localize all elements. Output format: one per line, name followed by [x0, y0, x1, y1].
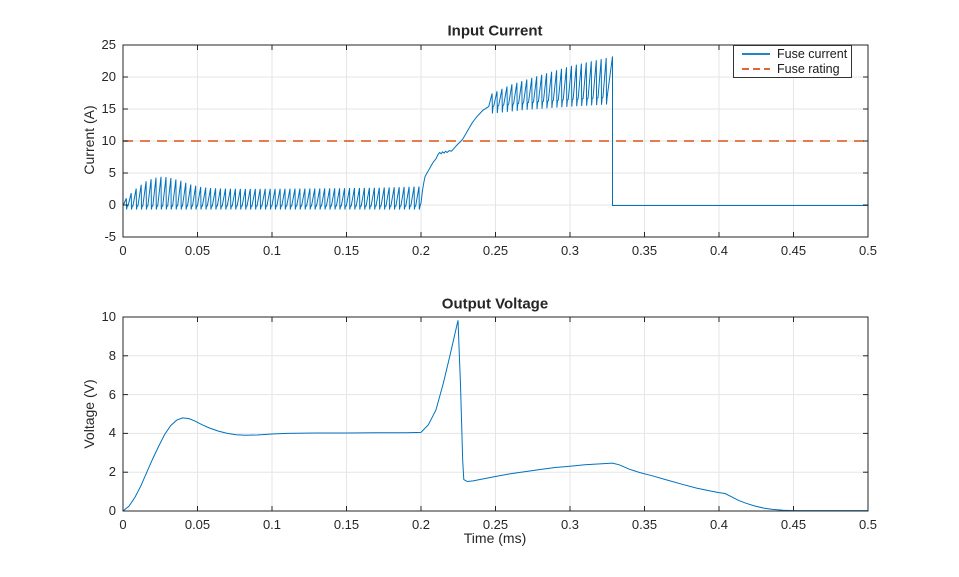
x-tick-label: 0: [119, 517, 127, 532]
x-tick-label: 0.2: [411, 243, 431, 258]
bottom-chart-xlabel: Time (ms): [463, 530, 527, 546]
x-tick-label: 0.2: [411, 517, 431, 532]
x-tick-label: 0.5: [858, 243, 878, 258]
chart-1-group: [122, 316, 869, 512]
y-tick-label: 0: [108, 503, 116, 518]
y-tick-label: 25: [101, 37, 116, 52]
y-tick-label: 0: [108, 197, 116, 212]
y-tick-label: 6: [108, 386, 116, 402]
legend-solid-line-icon: [742, 53, 770, 56]
legend-label-fuse-rating: Fuse rating: [777, 61, 840, 76]
y-tick-label: 20: [101, 69, 116, 84]
x-tick-label: 0.4: [709, 517, 729, 532]
x-tick-label: 0.4: [709, 243, 729, 258]
x-tick-label: 0.45: [780, 243, 807, 258]
x-tick-label: 0.1: [262, 243, 282, 258]
x-tick-label: 0.05: [184, 243, 211, 258]
x-tick-label: 0.3: [560, 243, 580, 258]
x-tick-label: 0.25: [482, 243, 509, 258]
x-tick-label: 0.05: [184, 517, 211, 532]
series-output-voltage: [122, 320, 868, 512]
x-tick-label: 0.35: [631, 243, 658, 258]
y-tick-label: 10: [101, 309, 116, 324]
y-tick-label: 8: [108, 347, 116, 363]
x-tick-label: 0.1: [262, 517, 282, 532]
x-tick-label: 0.45: [780, 517, 807, 532]
legend: Fuse current Fuse rating: [733, 45, 852, 78]
y-tick-label: 2: [108, 464, 116, 480]
x-tick-label: 0.25: [482, 517, 509, 532]
bottom-chart-title: Output Voltage: [441, 295, 549, 313]
legend-label-fuse-current: Fuse current: [777, 47, 848, 61]
y-tick-label: -5: [104, 229, 116, 244]
legend-entry-fuse-rating: Fuse rating: [741, 61, 851, 76]
x-tick-label: 0.5: [858, 517, 878, 532]
y-tick-label: 5: [108, 165, 116, 180]
x-tick-label: 0.15: [333, 243, 360, 258]
x-tick-label: 0: [119, 243, 127, 258]
x-tick-label: 0.3: [560, 517, 580, 532]
x-tick-label: 0.15: [333, 517, 360, 532]
y-tick-label: 4: [108, 425, 116, 441]
legend-dashed-line-icon: [742, 67, 770, 70]
y-tick-label: 10: [101, 133, 116, 148]
y-tick-label: 15: [101, 101, 116, 116]
x-tick-label: 0.35: [631, 517, 658, 532]
series-fuse-current: [122, 56, 868, 210]
legend-entry-fuse-current: Fuse current: [741, 48, 851, 61]
top-chart-title: Input Current: [447, 22, 543, 40]
